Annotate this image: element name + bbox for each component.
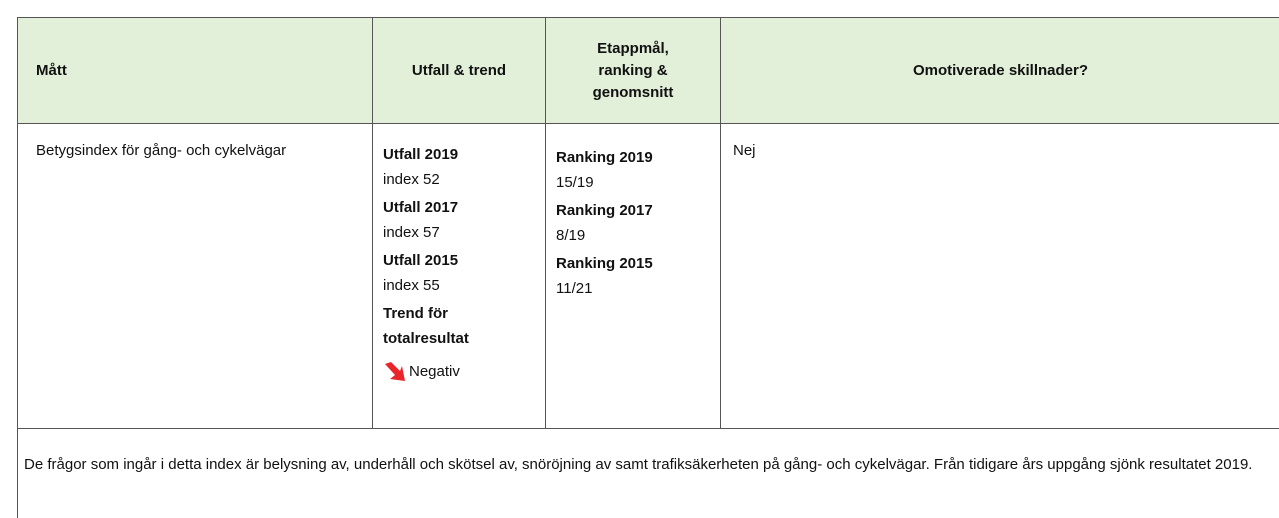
footer-cell: De frågor som ingår i detta index är bel…: [17, 428, 1279, 518]
entry: Utfall 2017 index 57: [383, 195, 537, 245]
entry-value: index 52: [383, 171, 440, 188]
trend-label: Trend för totalresultat: [383, 305, 469, 347]
entry-label: Ranking 2019: [556, 149, 653, 166]
trend-value: Negativ: [409, 363, 460, 380]
trend-row: Negativ: [383, 359, 537, 384]
negative-arrow-icon: [385, 361, 405, 381]
header-cell: Etappmål, ranking & genomsnitt: [545, 17, 720, 123]
footer-text: De frågor som ingår i detta index är bel…: [24, 456, 1253, 473]
entry: Utfall 2019 index 52: [383, 142, 537, 192]
header-cell: Mått: [17, 17, 372, 123]
entry-value: 11/21: [556, 280, 593, 297]
entry: Ranking 2017 8/19: [556, 198, 712, 248]
entry-value: index 55: [383, 277, 440, 294]
ranking-cell: Ranking 2019 15/19 Ranking 2017 8/19 Ranking…: [545, 123, 720, 428]
entry-label: Utfall 2019: [383, 146, 459, 163]
header-cell: Utfall & trend: [372, 17, 545, 123]
header-cell: Omotiverade skillnader?: [720, 17, 1279, 123]
measure: Betygsindex för gång- och cykelvägar: [36, 142, 287, 159]
entry: Ranking 2019 15/19: [556, 145, 712, 195]
difference: Nej: [733, 142, 756, 159]
difference-cell: Nej: [720, 123, 1279, 428]
entry-value: 15/19: [556, 174, 594, 191]
entry-label: Utfall 2017: [383, 199, 459, 216]
header-text: Etappmål, ranking & genomsnitt: [592, 39, 674, 101]
entry-label: Utfall 2015: [383, 252, 459, 269]
entry: Ranking 2015 11/21: [556, 251, 712, 301]
header-text: Utfall & trend: [411, 62, 507, 79]
entry-value: index 57: [383, 224, 440, 241]
measure-cell: Betygsindex för gång- och cykelvägar: [17, 123, 372, 428]
entry-value: 8/19: [556, 227, 586, 244]
entry-label: Ranking 2017: [556, 202, 653, 219]
header-text: Omotiverade skillnader?: [912, 62, 1089, 79]
entry-label: Ranking 2015: [556, 255, 653, 272]
outcome-cell: Utfall 2019 index 52 Utfall 2017 index 57 Ut…: [372, 123, 545, 428]
trend: Trend för totalresultat Negativ: [383, 301, 537, 384]
header-text: Mått: [36, 62, 67, 79]
entry: Utfall 2015 index 55: [383, 248, 537, 298]
